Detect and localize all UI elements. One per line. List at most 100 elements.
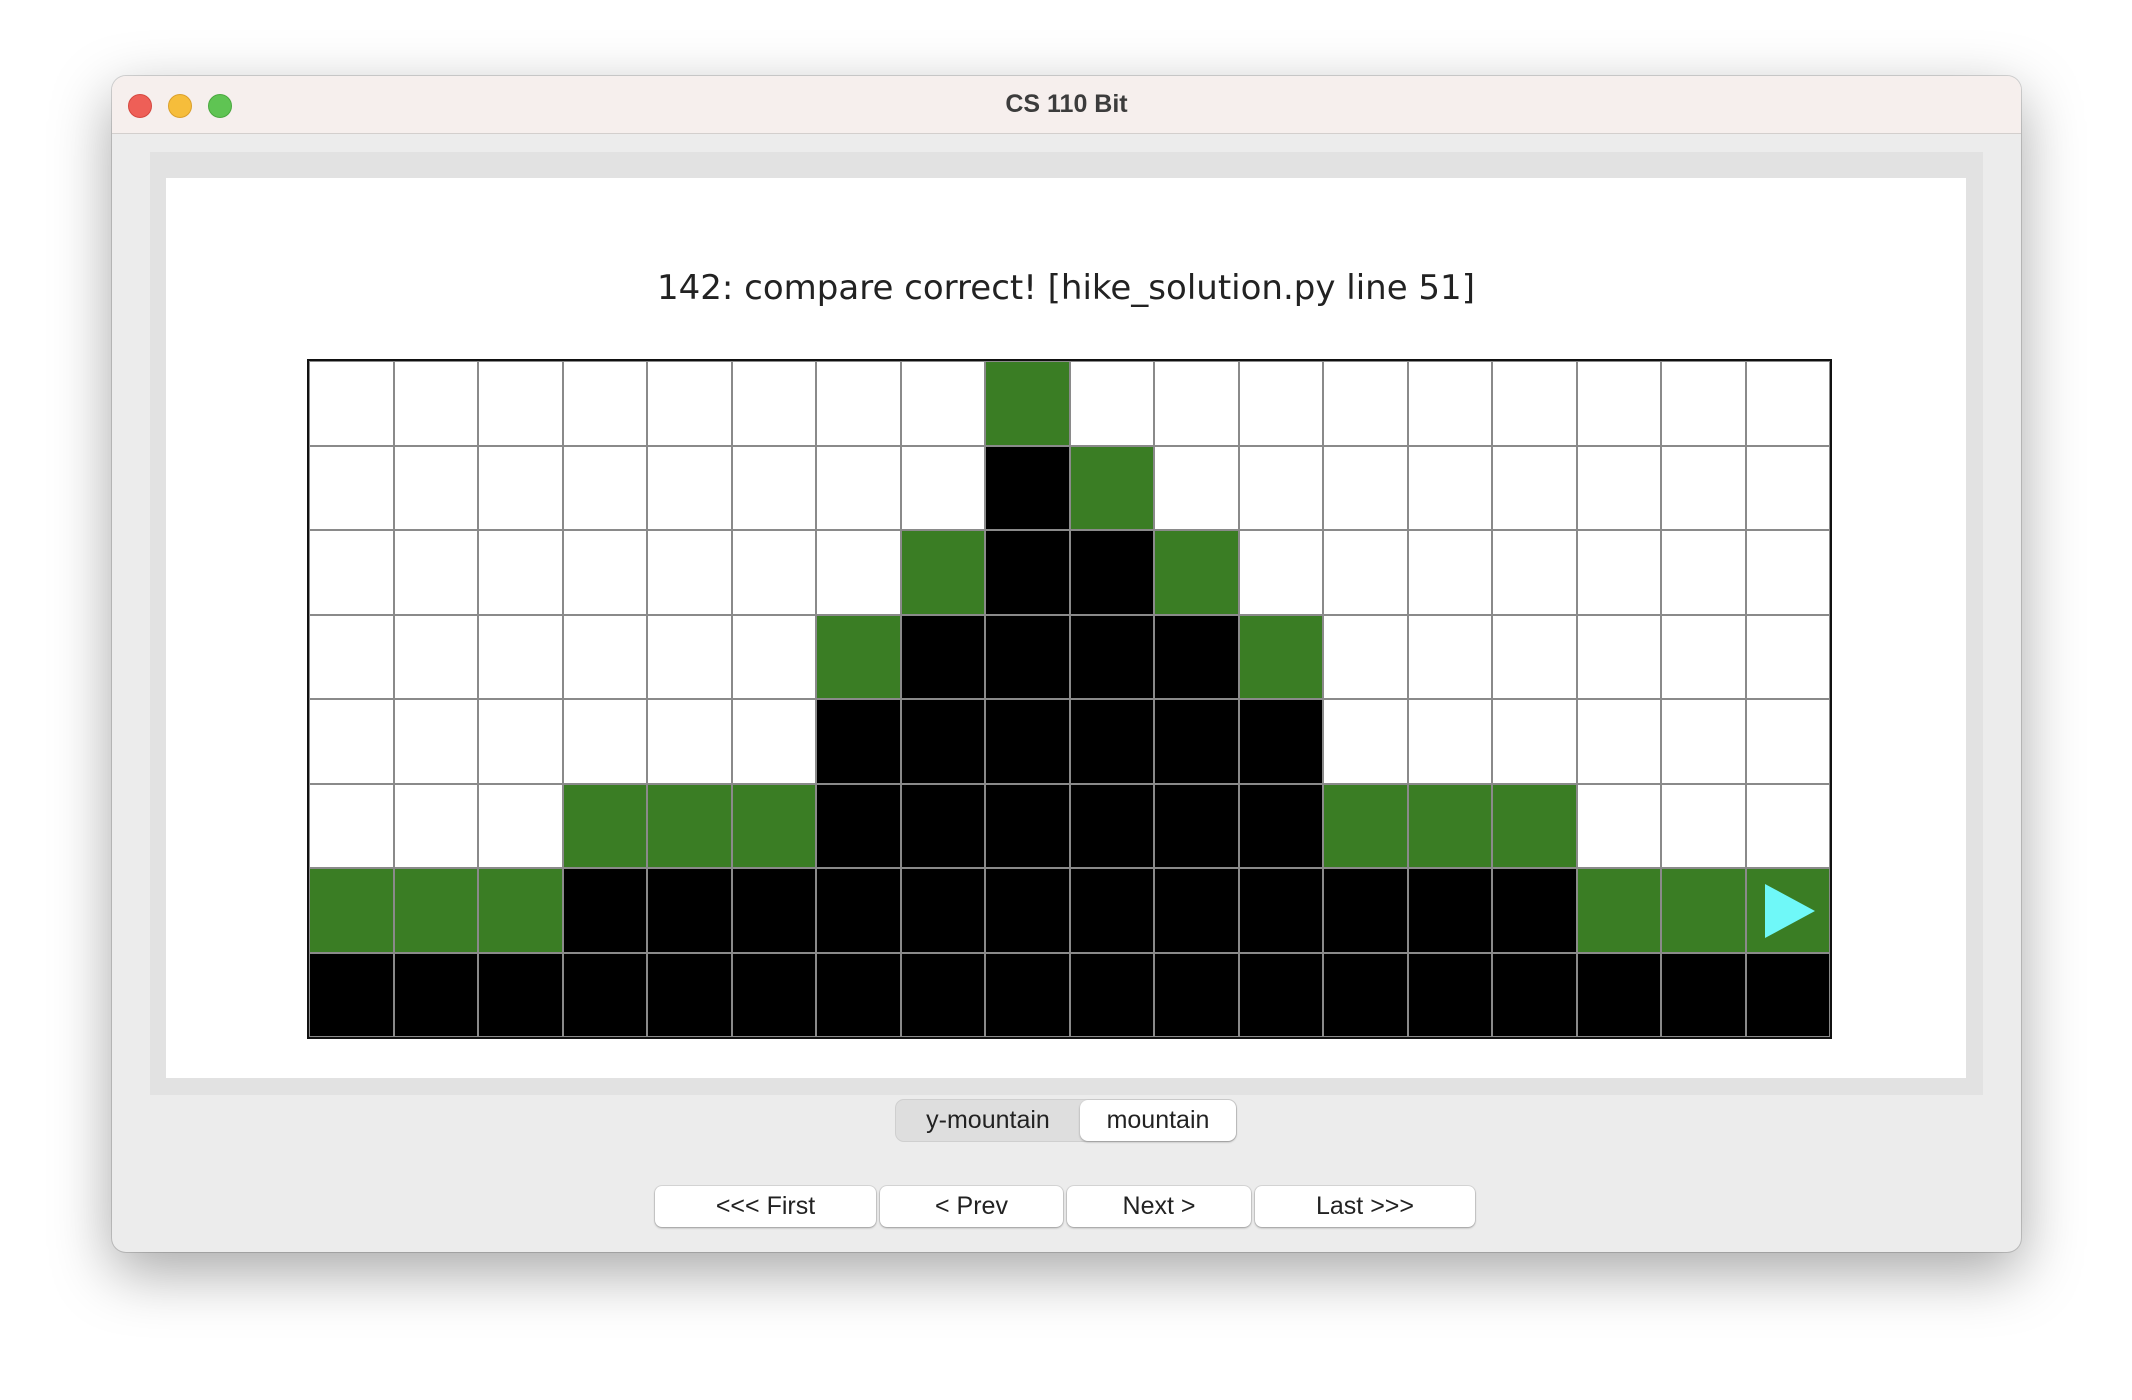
grid-cell-black [393, 952, 478, 1037]
grid-cell-blank [731, 530, 816, 615]
grid-cell-blank [1323, 699, 1408, 784]
grid-cell-black [900, 783, 985, 868]
grid-cell-blank [562, 361, 647, 446]
grid-cell-blank [1154, 361, 1239, 446]
grid-cell-blank [1492, 614, 1577, 699]
grid-cell-blank [1407, 445, 1492, 530]
grid-cell-blank [731, 614, 816, 699]
prev-button[interactable]: < Prev [880, 1186, 1063, 1227]
grid-cell-blank [1576, 530, 1661, 615]
grid-cell-blank [816, 361, 901, 446]
grid-cell-blank [1323, 445, 1408, 530]
grid-cell-blank [1745, 783, 1830, 868]
grid-cell-green [309, 868, 394, 953]
first-button[interactable]: <<< First [655, 1186, 876, 1227]
grid-cell-blank [731, 445, 816, 530]
grid-cell-black [1238, 952, 1323, 1037]
title-bar: CS 110 Bit [112, 76, 2021, 134]
grid-cell-blank [478, 361, 563, 446]
grid-cell-blank [1576, 699, 1661, 784]
grid-cell-black [478, 952, 563, 1037]
grid-cell-blank [1661, 361, 1746, 446]
grid-cell-blank [731, 699, 816, 784]
grid-cell-green [1492, 783, 1577, 868]
grid-cell-blank [478, 445, 563, 530]
grid-cell-blank [1323, 530, 1408, 615]
grid-cell-blank [731, 361, 816, 446]
grid-cell-blank [562, 614, 647, 699]
grid-cell-blank [1069, 361, 1154, 446]
grid-cell-blank [393, 783, 478, 868]
grid-cell-green [562, 783, 647, 868]
grid-cell-black [816, 868, 901, 953]
grid-cell-black [1407, 868, 1492, 953]
grid-cell-black [900, 952, 985, 1037]
grid-cell-blank [1745, 530, 1830, 615]
grid-cell-blank [393, 361, 478, 446]
grid-cell-black [816, 699, 901, 784]
next-button[interactable]: Next > [1067, 1186, 1251, 1227]
grid-cell-blank [1576, 445, 1661, 530]
grid-cell-black [647, 952, 732, 1037]
grid-cell-green [1407, 783, 1492, 868]
last-button[interactable]: Last >>> [1255, 1186, 1475, 1227]
grid-cell-black [1069, 783, 1154, 868]
grid-cell-blank [478, 614, 563, 699]
grid-cell-green [1661, 868, 1746, 953]
grid-cell-blank [1661, 445, 1746, 530]
grid-cell-blank [1238, 530, 1323, 615]
grid-cell-black [1323, 952, 1408, 1037]
grid-cell-blank [562, 445, 647, 530]
grid-cell-black [1069, 614, 1154, 699]
grid-cell-blank [1323, 361, 1408, 446]
tab-mountain[interactable]: mountain [1080, 1100, 1236, 1141]
grid-cell-black [1323, 868, 1408, 953]
grid-cell-blank [1576, 783, 1661, 868]
grid-cell-blank [1745, 445, 1830, 530]
grid-cell-blank [393, 614, 478, 699]
grid-cell-green [1238, 614, 1323, 699]
grid-cell-blank [1407, 614, 1492, 699]
grid-cell-blank [562, 699, 647, 784]
grid-cell-black [1492, 868, 1577, 953]
grid-cell-black [985, 614, 1070, 699]
close-button[interactable] [128, 94, 152, 118]
grid-cell-black [1154, 699, 1239, 784]
grid-cell-blank [309, 699, 394, 784]
grid-cell-blank [1661, 783, 1746, 868]
grid-cell-blank [816, 530, 901, 615]
grid-cell-blank [1492, 530, 1577, 615]
grid-cell-black [900, 614, 985, 699]
grid-cell-green [1576, 868, 1661, 953]
case-selector: y-mountain mountain [895, 1099, 1237, 1142]
grid-cell-green [478, 868, 563, 953]
grid-cell-blank [647, 445, 732, 530]
zoom-button[interactable] [208, 94, 232, 118]
grid-cell-blank [478, 783, 563, 868]
grid-cell-green [900, 530, 985, 615]
tab-y-mountain[interactable]: y-mountain [926, 1106, 1050, 1134]
grid-cell-green [731, 783, 816, 868]
grid-cell-blank [309, 614, 394, 699]
grid-cell-blank [647, 361, 732, 446]
grid-cell-black [1154, 952, 1239, 1037]
grid-cell-blank [1238, 445, 1323, 530]
grid-cell-black [900, 868, 985, 953]
grid-cell-blank [1492, 361, 1577, 446]
status-message: 142: compare correct! [hike_solution.py … [657, 268, 1475, 308]
grid-cell-blank [1492, 445, 1577, 530]
grid-cell-black [1238, 699, 1323, 784]
grid-cell-black [985, 868, 1070, 953]
minimize-button[interactable] [168, 94, 192, 118]
grid-cell-blank [1323, 614, 1408, 699]
world-canvas: 142: compare correct! [hike_solution.py … [166, 178, 1966, 1078]
grid-cell-black [731, 952, 816, 1037]
grid-cell-black [1238, 783, 1323, 868]
grid-cell-blank [1661, 699, 1746, 784]
grid-cell-black [1661, 952, 1746, 1037]
grid-cell-blank [1745, 699, 1830, 784]
grid-cell-green [1745, 868, 1830, 953]
grid-cell-blank [478, 699, 563, 784]
grid-cell-black [731, 868, 816, 953]
grid-cell-black [562, 868, 647, 953]
